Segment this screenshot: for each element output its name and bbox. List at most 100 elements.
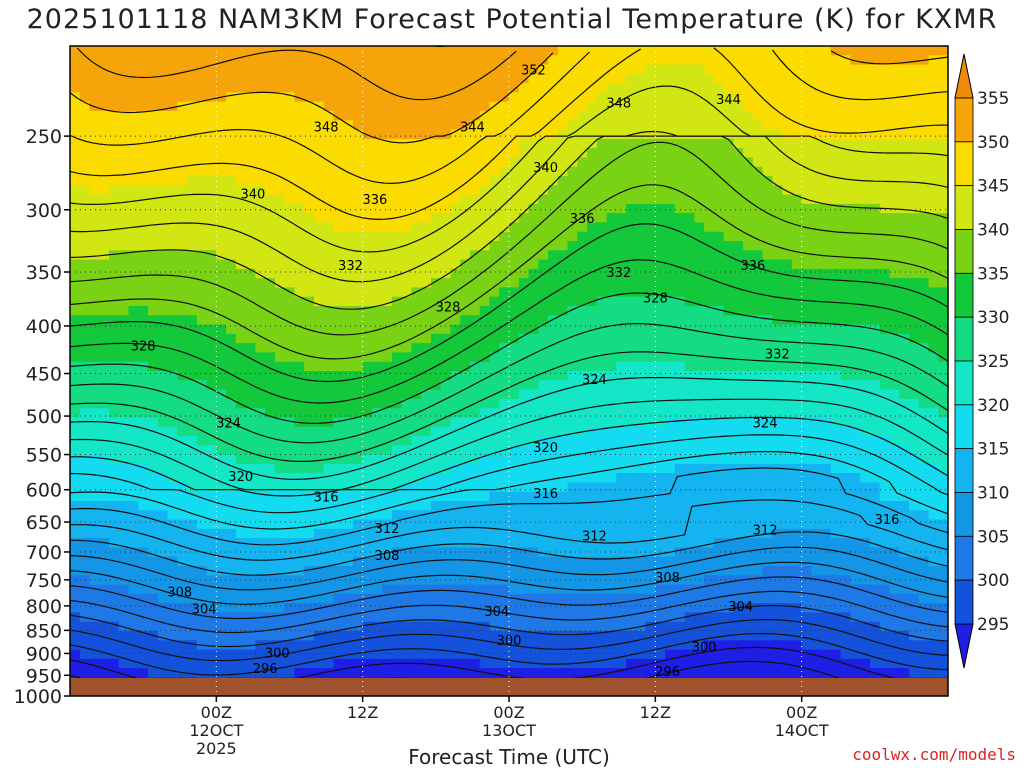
field-cell	[821, 185, 832, 196]
field-cell	[431, 371, 442, 381]
field-cell	[79, 445, 91, 456]
field-cell	[704, 408, 715, 418]
field-cell	[596, 83, 608, 93]
field-cell	[860, 203, 871, 214]
field-cell	[187, 306, 198, 316]
field-cell	[70, 92, 81, 103]
field-cell	[79, 73, 91, 84]
field-cell	[821, 491, 832, 502]
field-cell	[245, 148, 256, 158]
field-cell	[89, 306, 100, 316]
field-cell	[187, 315, 198, 326]
field-cell	[343, 315, 354, 326]
field-cell	[899, 157, 910, 168]
field-cell	[762, 315, 773, 326]
field-cell	[99, 333, 110, 344]
field-cell	[118, 352, 130, 363]
field-cell	[333, 231, 344, 242]
field-cell	[860, 501, 871, 511]
field-cell	[431, 287, 442, 298]
field-cell	[870, 55, 881, 66]
field-cell	[109, 111, 120, 121]
field-cell	[655, 83, 666, 93]
field-cell	[509, 203, 520, 214]
field-cell	[548, 259, 559, 270]
field-cell	[401, 501, 413, 511]
field-cell	[440, 463, 452, 474]
field-cell	[372, 333, 383, 344]
field-cell	[752, 213, 764, 223]
field-cell	[157, 426, 169, 437]
field-cell	[79, 491, 91, 502]
field-cell	[196, 519, 208, 530]
field-cell	[499, 389, 510, 400]
field-cell	[372, 64, 383, 75]
field-cell	[304, 138, 315, 149]
field-cell	[567, 306, 578, 316]
field-cell	[840, 463, 852, 474]
field-cell	[557, 547, 569, 558]
field-cell	[333, 528, 344, 539]
field-cell	[860, 436, 871, 446]
field-cell	[684, 306, 695, 316]
field-cell	[733, 398, 744, 409]
field-cell	[304, 231, 315, 242]
field-cell	[235, 101, 247, 112]
field-cell	[772, 436, 783, 446]
field-cell	[704, 436, 715, 446]
field-cell	[528, 445, 539, 456]
field-cell	[821, 547, 832, 558]
field-cell	[255, 148, 266, 158]
field-cell	[431, 278, 442, 288]
field-cell	[352, 92, 364, 103]
field-cell	[421, 445, 432, 456]
field-cell	[421, 241, 432, 251]
field-cell	[538, 129, 549, 140]
field-cell	[109, 83, 120, 93]
field-cell	[382, 473, 393, 483]
field-cell	[782, 176, 793, 186]
field-cell	[460, 454, 471, 465]
field-cell	[596, 296, 608, 307]
field-cell	[665, 426, 676, 437]
field-cell	[870, 157, 881, 168]
field-cell	[704, 185, 715, 196]
field-cell	[167, 111, 178, 121]
field-cell	[645, 278, 656, 288]
field-cell	[879, 519, 891, 530]
field-cell	[401, 361, 413, 372]
field-cell	[440, 213, 452, 223]
field-cell	[548, 120, 559, 131]
field-cell	[899, 482, 910, 493]
field-cell	[528, 501, 539, 511]
field-cell	[294, 250, 305, 261]
field-cell	[791, 491, 803, 502]
field-cell	[723, 278, 734, 288]
field-cell	[772, 111, 783, 121]
field-cell	[470, 120, 481, 131]
field-cell	[879, 398, 891, 409]
field-cell	[830, 417, 842, 428]
field-cell	[226, 166, 237, 177]
field-cell	[431, 510, 442, 521]
field-cell	[518, 129, 530, 140]
field-cell	[167, 436, 178, 446]
field-cell	[128, 315, 139, 326]
field-cell	[626, 148, 637, 158]
field-cell	[323, 176, 334, 186]
field-cell	[177, 426, 188, 437]
field-cell	[518, 315, 530, 326]
field-cell	[431, 176, 442, 186]
field-cell	[733, 352, 744, 363]
field-cell	[674, 111, 686, 121]
field-cell	[557, 426, 569, 437]
field-cell	[148, 64, 159, 75]
field-cell	[460, 417, 471, 428]
field-cell	[811, 482, 822, 493]
field-cell	[128, 556, 139, 567]
field-cell	[226, 445, 237, 456]
field-cell	[684, 46, 695, 56]
field-cell	[362, 55, 374, 66]
field-cell	[391, 389, 403, 400]
field-cell	[323, 250, 334, 261]
